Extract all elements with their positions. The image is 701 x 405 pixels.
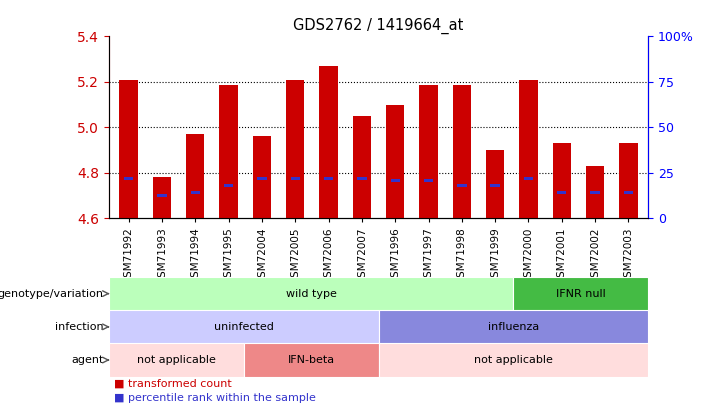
Bar xyxy=(119,80,138,218)
Bar xyxy=(153,177,171,218)
Bar xyxy=(619,143,638,218)
Bar xyxy=(390,179,400,182)
Bar xyxy=(358,177,367,180)
Text: genotype/variation: genotype/variation xyxy=(0,289,103,298)
Bar xyxy=(519,80,538,218)
Bar xyxy=(552,143,571,218)
Text: agent: agent xyxy=(71,355,103,365)
Bar xyxy=(191,191,200,194)
Bar xyxy=(524,177,533,180)
Bar xyxy=(253,136,271,218)
Bar xyxy=(186,134,205,218)
Bar xyxy=(219,85,238,218)
Bar xyxy=(109,343,244,377)
Bar xyxy=(109,277,514,310)
Bar xyxy=(424,179,433,182)
Bar xyxy=(624,191,633,194)
Bar xyxy=(453,85,471,218)
Text: not applicable: not applicable xyxy=(137,355,216,365)
Bar xyxy=(244,343,379,377)
Text: infection: infection xyxy=(55,322,103,332)
Bar xyxy=(286,80,304,218)
Bar xyxy=(109,310,379,343)
Bar xyxy=(419,85,437,218)
Bar xyxy=(586,166,604,218)
Text: not applicable: not applicable xyxy=(474,355,553,365)
Bar xyxy=(353,116,371,218)
Bar xyxy=(386,104,404,218)
Title: GDS2762 / 1419664_at: GDS2762 / 1419664_at xyxy=(293,17,464,34)
Bar xyxy=(157,194,167,197)
Text: uninfected: uninfected xyxy=(214,322,273,332)
Bar xyxy=(224,184,233,187)
Bar xyxy=(257,177,266,180)
Text: influenza: influenza xyxy=(488,322,539,332)
Text: ■ transformed count: ■ transformed count xyxy=(114,379,232,389)
Text: IFN-beta: IFN-beta xyxy=(287,355,334,365)
Bar xyxy=(457,184,466,187)
Bar xyxy=(324,177,333,180)
Text: ■ percentile rank within the sample: ■ percentile rank within the sample xyxy=(114,393,316,403)
Bar xyxy=(320,66,338,218)
Bar xyxy=(379,310,648,343)
Bar xyxy=(590,191,600,194)
Bar xyxy=(486,150,504,218)
Bar xyxy=(291,177,300,180)
Bar xyxy=(124,177,133,180)
Bar xyxy=(557,191,566,194)
Bar xyxy=(514,277,648,310)
Bar xyxy=(491,184,500,187)
Text: IFNR null: IFNR null xyxy=(556,289,606,298)
Text: wild type: wild type xyxy=(285,289,336,298)
Bar xyxy=(379,343,648,377)
